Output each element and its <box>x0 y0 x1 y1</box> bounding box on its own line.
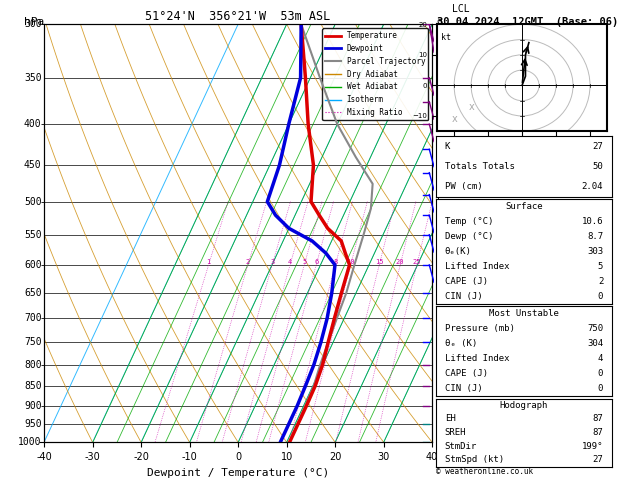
Title: 51°24'N  356°21'W  53m ASL: 51°24'N 356°21'W 53m ASL <box>145 10 331 23</box>
Text: 500: 500 <box>24 197 42 207</box>
Text: θₑ (K): θₑ (K) <box>445 339 477 348</box>
Text: 650: 650 <box>24 288 42 298</box>
Text: 700: 700 <box>24 313 42 324</box>
Text: 10: 10 <box>347 259 355 265</box>
Text: Lifted Index: Lifted Index <box>445 262 509 271</box>
Text: 4: 4 <box>288 259 292 265</box>
Text: 304: 304 <box>587 339 603 348</box>
Text: LCL: LCL <box>436 419 454 430</box>
Text: 2: 2 <box>436 360 442 370</box>
Text: 300: 300 <box>24 19 42 29</box>
Text: 4: 4 <box>598 354 603 363</box>
Text: Lifted Index: Lifted Index <box>445 354 509 363</box>
Text: 1000: 1000 <box>18 437 42 447</box>
Text: SREH: SREH <box>445 428 466 437</box>
Text: 3: 3 <box>436 313 442 324</box>
Text: EH: EH <box>445 415 455 423</box>
Text: 4: 4 <box>436 260 442 270</box>
Text: x: x <box>451 114 457 124</box>
Text: Hodograph: Hodograph <box>500 401 548 410</box>
Text: 5: 5 <box>302 259 306 265</box>
Text: 30.04.2024  12GMT  (Base: 06): 30.04.2024 12GMT (Base: 06) <box>437 17 618 27</box>
Text: 350: 350 <box>24 73 42 83</box>
Text: 15: 15 <box>375 259 384 265</box>
Text: 87: 87 <box>593 428 603 437</box>
Text: 6: 6 <box>436 160 442 170</box>
Text: 600: 600 <box>24 260 42 270</box>
Text: x: x <box>468 102 474 112</box>
Text: 900: 900 <box>24 400 42 411</box>
Text: 10.6: 10.6 <box>582 217 603 226</box>
Y-axis label: km
ASL: km ASL <box>450 233 470 255</box>
Text: 800: 800 <box>24 360 42 370</box>
Text: Pressure (mb): Pressure (mb) <box>445 324 515 333</box>
Text: 25: 25 <box>413 259 421 265</box>
Text: 0: 0 <box>598 384 603 393</box>
Text: 5: 5 <box>598 262 603 271</box>
X-axis label: Dewpoint / Temperature (°C): Dewpoint / Temperature (°C) <box>147 468 329 478</box>
Text: 550: 550 <box>24 230 42 240</box>
Text: CAPE (J): CAPE (J) <box>445 369 487 378</box>
Text: 50: 50 <box>593 162 603 171</box>
Text: CAPE (J): CAPE (J) <box>445 277 487 286</box>
Text: LCL: LCL <box>452 4 469 14</box>
Text: CIN (J): CIN (J) <box>445 384 482 393</box>
Text: 1: 1 <box>436 400 442 411</box>
Text: Dewp (°C): Dewp (°C) <box>445 232 493 241</box>
Text: 7: 7 <box>436 119 442 129</box>
Text: 750: 750 <box>24 337 42 347</box>
Text: PW (cm): PW (cm) <box>445 182 482 191</box>
Text: 0: 0 <box>598 292 603 301</box>
Text: StmDir: StmDir <box>445 442 477 451</box>
Text: Totals Totals: Totals Totals <box>445 162 515 171</box>
Text: hPa: hPa <box>24 17 45 27</box>
Text: 9: 9 <box>436 19 442 29</box>
Text: Surface: Surface <box>505 202 543 211</box>
Text: 20: 20 <box>396 259 404 265</box>
Text: 87: 87 <box>593 415 603 423</box>
Text: 950: 950 <box>24 419 42 430</box>
Text: 8: 8 <box>333 259 338 265</box>
Text: StmSpd (kt): StmSpd (kt) <box>445 455 504 464</box>
Text: kt: kt <box>440 34 450 42</box>
Text: K: K <box>445 142 450 151</box>
Text: Most Unstable: Most Unstable <box>489 309 559 318</box>
Text: 2: 2 <box>246 259 250 265</box>
Text: 5: 5 <box>436 197 442 207</box>
Text: 1: 1 <box>206 259 211 265</box>
Text: 8: 8 <box>436 73 442 83</box>
Text: θₑ(K): θₑ(K) <box>445 247 472 256</box>
Text: 400: 400 <box>24 119 42 129</box>
Text: 27: 27 <box>593 455 603 464</box>
Text: 8.7: 8.7 <box>587 232 603 241</box>
Legend: Temperature, Dewpoint, Parcel Trajectory, Dry Adiabat, Wet Adiabat, Isotherm, Mi: Temperature, Dewpoint, Parcel Trajectory… <box>322 28 428 120</box>
Text: 2.04: 2.04 <box>582 182 603 191</box>
Text: 0: 0 <box>598 369 603 378</box>
Text: 850: 850 <box>24 381 42 391</box>
Text: 303: 303 <box>587 247 603 256</box>
Text: 199°: 199° <box>582 442 603 451</box>
Text: 750: 750 <box>587 324 603 333</box>
Text: © weatheronline.co.uk: © weatheronline.co.uk <box>436 467 533 476</box>
Text: 2: 2 <box>598 277 603 286</box>
Text: 450: 450 <box>24 160 42 170</box>
Text: 27: 27 <box>593 142 603 151</box>
Text: 6: 6 <box>314 259 318 265</box>
Text: Temp (°C): Temp (°C) <box>445 217 493 226</box>
Text: CIN (J): CIN (J) <box>445 292 482 301</box>
Text: 3: 3 <box>270 259 274 265</box>
